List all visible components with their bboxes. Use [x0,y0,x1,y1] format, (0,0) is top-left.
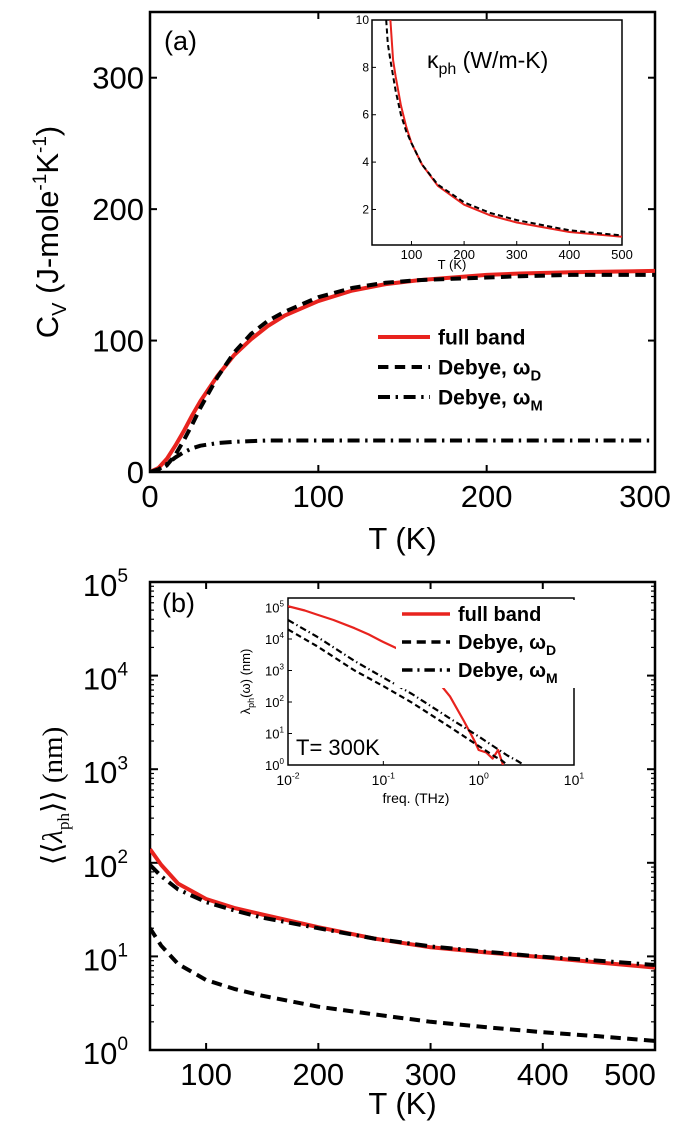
inset-y-tick-label: 4 [362,155,369,169]
inset-y-tick-label: 6 [362,108,369,122]
y-axis-title: CV (J-mole-1K-1) [30,126,71,339]
inset-y-tick-label: 100 [265,757,284,773]
panel-a: 0 100 200 300 0 100 200 300 T (K) CV (J-mole-1K-1… [30,10,671,556]
inset-y-tick-label: 102 [265,694,284,710]
inset-x-tick-label: 10-2 [276,771,299,788]
y-tick-label: 102 [83,847,128,884]
inset-title: κph (W/m-K) [427,47,548,78]
x-tick-label: 400 [517,1057,569,1092]
x-tick-label: 300 [619,479,671,514]
inset-y-tick-label: 103 [265,663,284,679]
panel-label-b: (b) [162,588,195,618]
inset-series-line-2 [385,20,622,237]
inset-x-tick-label: 300 [506,247,528,262]
inset-x-tick-label: 200 [453,247,475,262]
inset-x-axis-title: T (K) [438,257,467,272]
inset-frame [371,19,623,246]
inset-x-tick-label: 101 [564,771,585,788]
inset-x-tick-label: 100 [401,247,423,262]
inset-x-tick-label: 10-1 [372,771,395,788]
panel-b: 100 101 102 103 104 105 100 200 300 400 500 T (K) ⟨⟨… [37,566,657,1121]
inset-x-axis-title: freq. (THz) [383,790,450,806]
y-tick-label: 200 [92,192,144,227]
legend-label-3: Debye, ωM [438,387,543,415]
panel-label-a: (a) [164,26,197,56]
x-axis-title: T (K) [368,1086,436,1121]
legend-label-2: Debye, ωD [438,357,541,385]
series-line-2 [150,272,655,472]
legend-label-2: Debye, ωD [458,632,556,658]
y-tick-label: 0 [127,455,144,490]
inset-annotation: T= 300K [296,735,380,760]
y-tick-label: 100 [92,324,144,359]
y-axis-title: ⟨⟨λph⟩⟩ (nm) [37,727,73,865]
legend-label-1: full band [458,604,541,626]
inset-x-tick-label: 100 [468,771,489,788]
inset-series-line-2 [288,628,509,765]
inset-x-tick-label: 400 [559,247,581,262]
x-tick-label: 500 [604,1057,656,1092]
legend-label-3: Debye, ωM [458,660,558,686]
y-tick-label: 103 [83,753,128,790]
inset-x-tick-label: 500 [611,247,633,262]
x-axis-title: T (K) [368,521,436,556]
series-line-3 [150,863,655,967]
inset-y-tick-label: 2 [362,202,369,216]
inset-series-line-1 [389,20,622,238]
legend-label-1: full band [438,327,526,350]
inset-y-tick-label: 8 [362,60,369,74]
series-line-3 [150,438,655,472]
x-tick-label: 200 [292,1057,344,1092]
series-line-2 [150,927,655,1043]
x-tick-label: 100 [180,1057,232,1092]
inset-a: 2 4 6 8 10 100 200 300 400 500 T (K) κph (W/m-K) [356,13,633,272]
y-tick-label: 104 [83,660,128,697]
inset-series-line-3 [288,619,525,765]
x-tick-label: 300 [405,1057,457,1092]
inset-y-tick-label: 10 [356,13,370,27]
series-line-1 [150,268,655,472]
y-tick-label: 105 [83,566,128,603]
y-tick-label: 300 [92,61,144,96]
inset-y-axis-title: λph(ω) (nm) [238,649,256,715]
x-tick-label: 200 [461,479,513,514]
inset-y-tick-label: 105 [265,600,284,616]
inset-y-tick-label: 101 [265,726,284,742]
x-tick-label: 100 [292,479,344,514]
x-tick-label: 0 [141,479,158,514]
y-tick-label: 101 [83,940,128,977]
inset-y-tick-label: 104 [265,631,284,647]
y-tick-label: 100 [83,1034,128,1071]
